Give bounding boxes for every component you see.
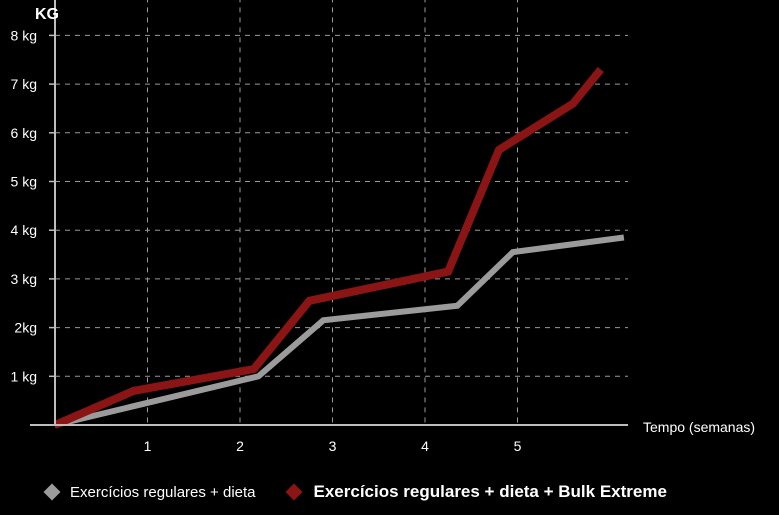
x-tick-label: 1 (144, 438, 152, 454)
x-tick-label: 5 (514, 438, 522, 454)
x-tick-label: 2 (236, 438, 244, 454)
y-tick-label: 2kg (14, 320, 37, 336)
y-tick-label: 3 kg (11, 271, 37, 287)
y-tick-label: 1 kg (11, 368, 37, 384)
legend-label: Exercícios regulares + dieta (70, 483, 256, 501)
legend-item-gray: Exercícios regulares + dieta (43, 483, 256, 501)
legend: Exercícios regulares + dieta Exercícios … (43, 480, 667, 504)
gray-diamond-icon (43, 483, 61, 501)
x-axis-title: Tempo (semanas) (643, 419, 755, 435)
red-diamond-icon (285, 483, 303, 501)
y-tick-label: 7 kg (11, 76, 37, 92)
y-tick-label: 6 kg (11, 125, 37, 141)
y-axis-title: KG (35, 6, 59, 23)
x-tick-label: 3 (329, 438, 337, 454)
legend-label: Exercícios regulares + dieta + Bulk Extr… (313, 482, 667, 501)
x-axis-ticks: 1 2 3 4 5 (144, 438, 522, 454)
y-tick-label: 4 kg (11, 222, 37, 238)
x-tick-label: 4 (421, 438, 429, 454)
series-line-bulk-extreme (53, 66, 604, 429)
legend-item-red: Exercícios regulares + dieta + Bulk Extr… (285, 482, 667, 502)
y-tick-label: 5 kg (11, 174, 37, 190)
y-tick-label: 8 kg (11, 27, 37, 43)
grid (55, 0, 628, 425)
series-line-regular-diet (54, 234, 625, 428)
series-layer (53, 66, 625, 429)
